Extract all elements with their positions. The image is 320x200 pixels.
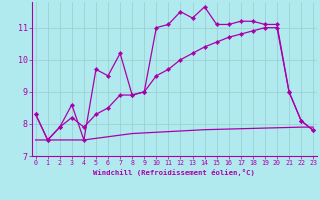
X-axis label: Windchill (Refroidissement éolien,°C): Windchill (Refroidissement éolien,°C) — [93, 169, 255, 176]
